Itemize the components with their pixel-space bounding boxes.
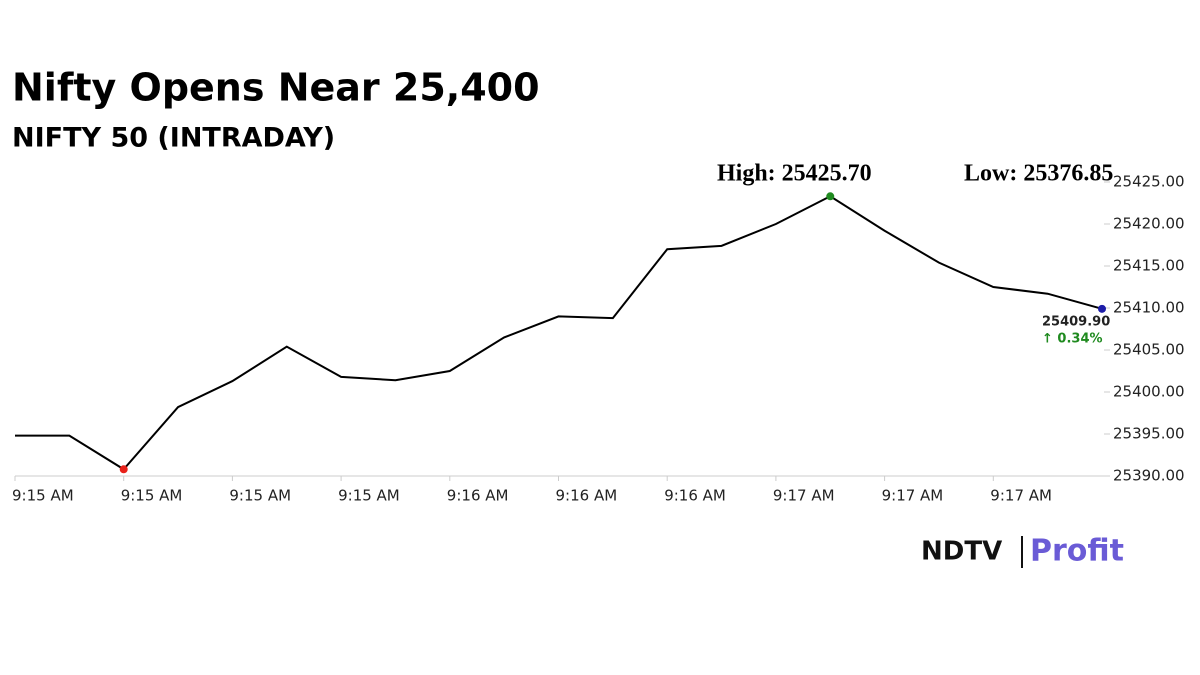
line: [15, 195, 1103, 471]
marker: [826, 192, 835, 201]
chart-subtitle: NIFTY 50 (INTRADAY): [12, 123, 335, 154]
chart-title: Nifty Opens Near 25,400: [12, 66, 540, 110]
x-tick-label: 9:16 AM: [664, 487, 726, 505]
x-tick-label: 9:17 AM: [773, 487, 835, 505]
x-tick-label: 9:16 AM: [447, 487, 509, 505]
y-tick-label: 25420.00: [1113, 215, 1185, 233]
x-tick-label: 9:15 AM: [12, 487, 74, 505]
x-tick-label: 9:17 AM: [882, 487, 944, 505]
y-tick-label: 25425.00: [1113, 173, 1185, 191]
high-label: High: 25425.70: [717, 161, 872, 187]
x-tick-label: 9:15 AM: [121, 487, 183, 505]
y-tick-label: 25400.00: [1113, 383, 1185, 401]
marker: [1098, 304, 1106, 313]
low-label: Low: 25376.85: [964, 161, 1113, 187]
y-tick-label: 25390.00: [1113, 467, 1185, 485]
marker: [119, 465, 128, 474]
x-tick-label: 9:17 AM: [990, 487, 1052, 505]
y-tick-label: 25410.00: [1113, 299, 1185, 317]
y-tick-label: 25415.00: [1113, 257, 1185, 275]
y-tick-label: 25395.00: [1113, 425, 1185, 443]
brand-ndtv: NDTV: [921, 537, 1002, 567]
x-tick-label: 9:16 AM: [556, 487, 618, 505]
last-value-label: 25409.90: [1042, 315, 1110, 330]
x-tick-label: 9:15 AM: [338, 487, 400, 505]
y-tick-label: 25405.00: [1113, 341, 1185, 359]
x-tick-label: 9:15 AM: [229, 487, 291, 505]
brand-profit: Profit: [1030, 534, 1124, 569]
change-label: ↑ 0.34%: [1042, 332, 1103, 347]
